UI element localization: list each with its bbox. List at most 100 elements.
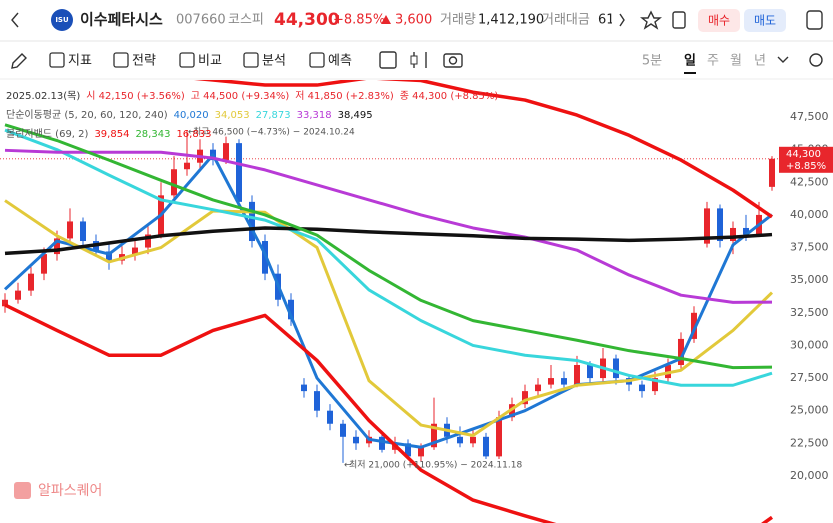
y-tick-label: 25,000 — [790, 404, 829, 417]
candle-body — [561, 378, 567, 385]
y-tick-label: 47,500 — [790, 110, 829, 123]
sell-text: 매도 — [754, 14, 776, 28]
candle-body — [54, 238, 60, 255]
line-series — [4, 148, 773, 304]
period-underline — [684, 72, 696, 74]
last-value: 39,854 — [94, 129, 129, 140]
chevron-icon[interactable] — [777, 56, 789, 63]
candle-body — [171, 169, 177, 196]
price: 44,300 — [274, 10, 340, 30]
amount-label: 거래대금 — [542, 13, 590, 28]
candle-body — [145, 234, 151, 248]
last-value: 28,343 — [135, 129, 170, 140]
period[interactable]: 월 — [730, 54, 742, 69]
header-fade — [612, 0, 634, 40]
tool-label[interactable]: 예측 — [328, 54, 352, 69]
arrow: ← — [188, 128, 196, 138]
tool-icon[interactable] — [179, 52, 195, 68]
tool-icon[interactable] — [49, 52, 65, 68]
candle-body — [353, 436, 359, 444]
camera-icon[interactable] — [443, 53, 463, 68]
draw-icon[interactable] — [11, 53, 27, 69]
line-series — [4, 123, 773, 370]
memo-icon[interactable] — [672, 11, 686, 29]
last-value: 34,053 — [215, 110, 250, 121]
watermark-logo — [14, 482, 31, 499]
volume-label: 거래량 — [440, 13, 476, 28]
candle-body — [327, 410, 333, 424]
candle-body — [340, 423, 346, 437]
y-tick-label: 20,000 — [790, 469, 829, 482]
candle-body — [652, 378, 658, 392]
ohlc-label: 시 42,150 (+3.56%) — [86, 90, 185, 102]
back-icon[interactable] — [11, 12, 19, 28]
period[interactable]: 일 — [684, 54, 696, 69]
tool-label[interactable]: 전략 — [132, 54, 156, 69]
candle-body — [379, 436, 385, 450]
candle-body — [678, 338, 684, 366]
candle-body — [15, 290, 21, 300]
candle-body — [691, 312, 697, 339]
stock-name: 이수페타시스 — [80, 11, 163, 29]
tool-label[interactable]: 지표 — [68, 54, 92, 69]
ma-label: 단순이동평균 (5, 20, 60, 120, 240) — [6, 109, 168, 121]
price-box-label: 44,300 — [786, 149, 821, 160]
candle-body — [236, 143, 242, 202]
logo-text: ISU — [55, 16, 69, 24]
last-value: 27,873 — [256, 110, 291, 121]
tool-label[interactable]: 비교 — [198, 54, 222, 69]
period[interactable]: 년 — [754, 54, 766, 69]
candle-body — [522, 391, 528, 405]
tool-icon[interactable] — [243, 52, 259, 68]
period[interactable]: 5분 — [642, 54, 662, 69]
tool-label[interactable]: 분석 — [262, 54, 286, 69]
y-tick-label: 35,000 — [790, 273, 829, 286]
candle-body — [470, 436, 476, 444]
y-tick-label: 27,500 — [790, 371, 829, 384]
stock-code: 007660 — [176, 13, 226, 28]
arrow: ← — [344, 460, 352, 470]
y-tick-label: 32,500 — [790, 306, 829, 319]
square-icon[interactable] — [379, 51, 397, 69]
candle-body — [431, 423, 437, 448]
candle-body — [132, 247, 138, 255]
star-icon[interactable] — [640, 10, 662, 30]
logo — [51, 9, 73, 31]
chart: 47,50045,00042,50040,00037,50035,00032,5… — [0, 80, 833, 523]
candle-body — [41, 254, 47, 274]
period[interactable]: 주 — [707, 54, 719, 69]
candle-body — [587, 365, 593, 379]
candle-body — [67, 221, 73, 239]
line-series — [4, 199, 774, 437]
bb-label: 볼린저밴드 (69, 2) — [6, 128, 89, 140]
candle-body — [249, 201, 255, 242]
candle-body — [2, 299, 8, 307]
candle-body — [28, 273, 34, 291]
watermark: 알파스퀘어 — [38, 483, 102, 499]
plot — [0, 80, 778, 523]
candle-body — [405, 443, 411, 457]
change: 3,600 — [395, 13, 432, 28]
candle-body — [223, 143, 229, 161]
more-icon[interactable] — [619, 13, 625, 27]
min-annotation: 최저 21,000 (+110.95%) − 2024.11.18 — [349, 459, 522, 470]
date: 2025.02.13(목) — [6, 90, 80, 102]
tool-icon[interactable] — [113, 52, 129, 68]
candle-body — [80, 221, 86, 242]
candle-body — [574, 365, 580, 385]
buy-button[interactable] — [698, 9, 740, 32]
market: 코스피 — [228, 13, 264, 28]
candle-body — [717, 208, 723, 242]
settings-icon[interactable] — [809, 53, 823, 67]
y-tick-label: 40,000 — [790, 208, 829, 221]
camera-lens — [448, 56, 458, 65]
sell-button[interactable] — [744, 9, 786, 32]
ohlc-label: 고 44,500 (+9.34%) — [191, 91, 290, 102]
candle-body — [639, 384, 645, 392]
candle-body — [457, 436, 463, 444]
price-box-change: +8.85% — [786, 161, 826, 172]
tool-icon[interactable] — [309, 52, 325, 68]
candle-body — [704, 208, 710, 244]
change-pct: +8.85% — [333, 13, 385, 28]
panel-icon[interactable] — [806, 10, 823, 30]
